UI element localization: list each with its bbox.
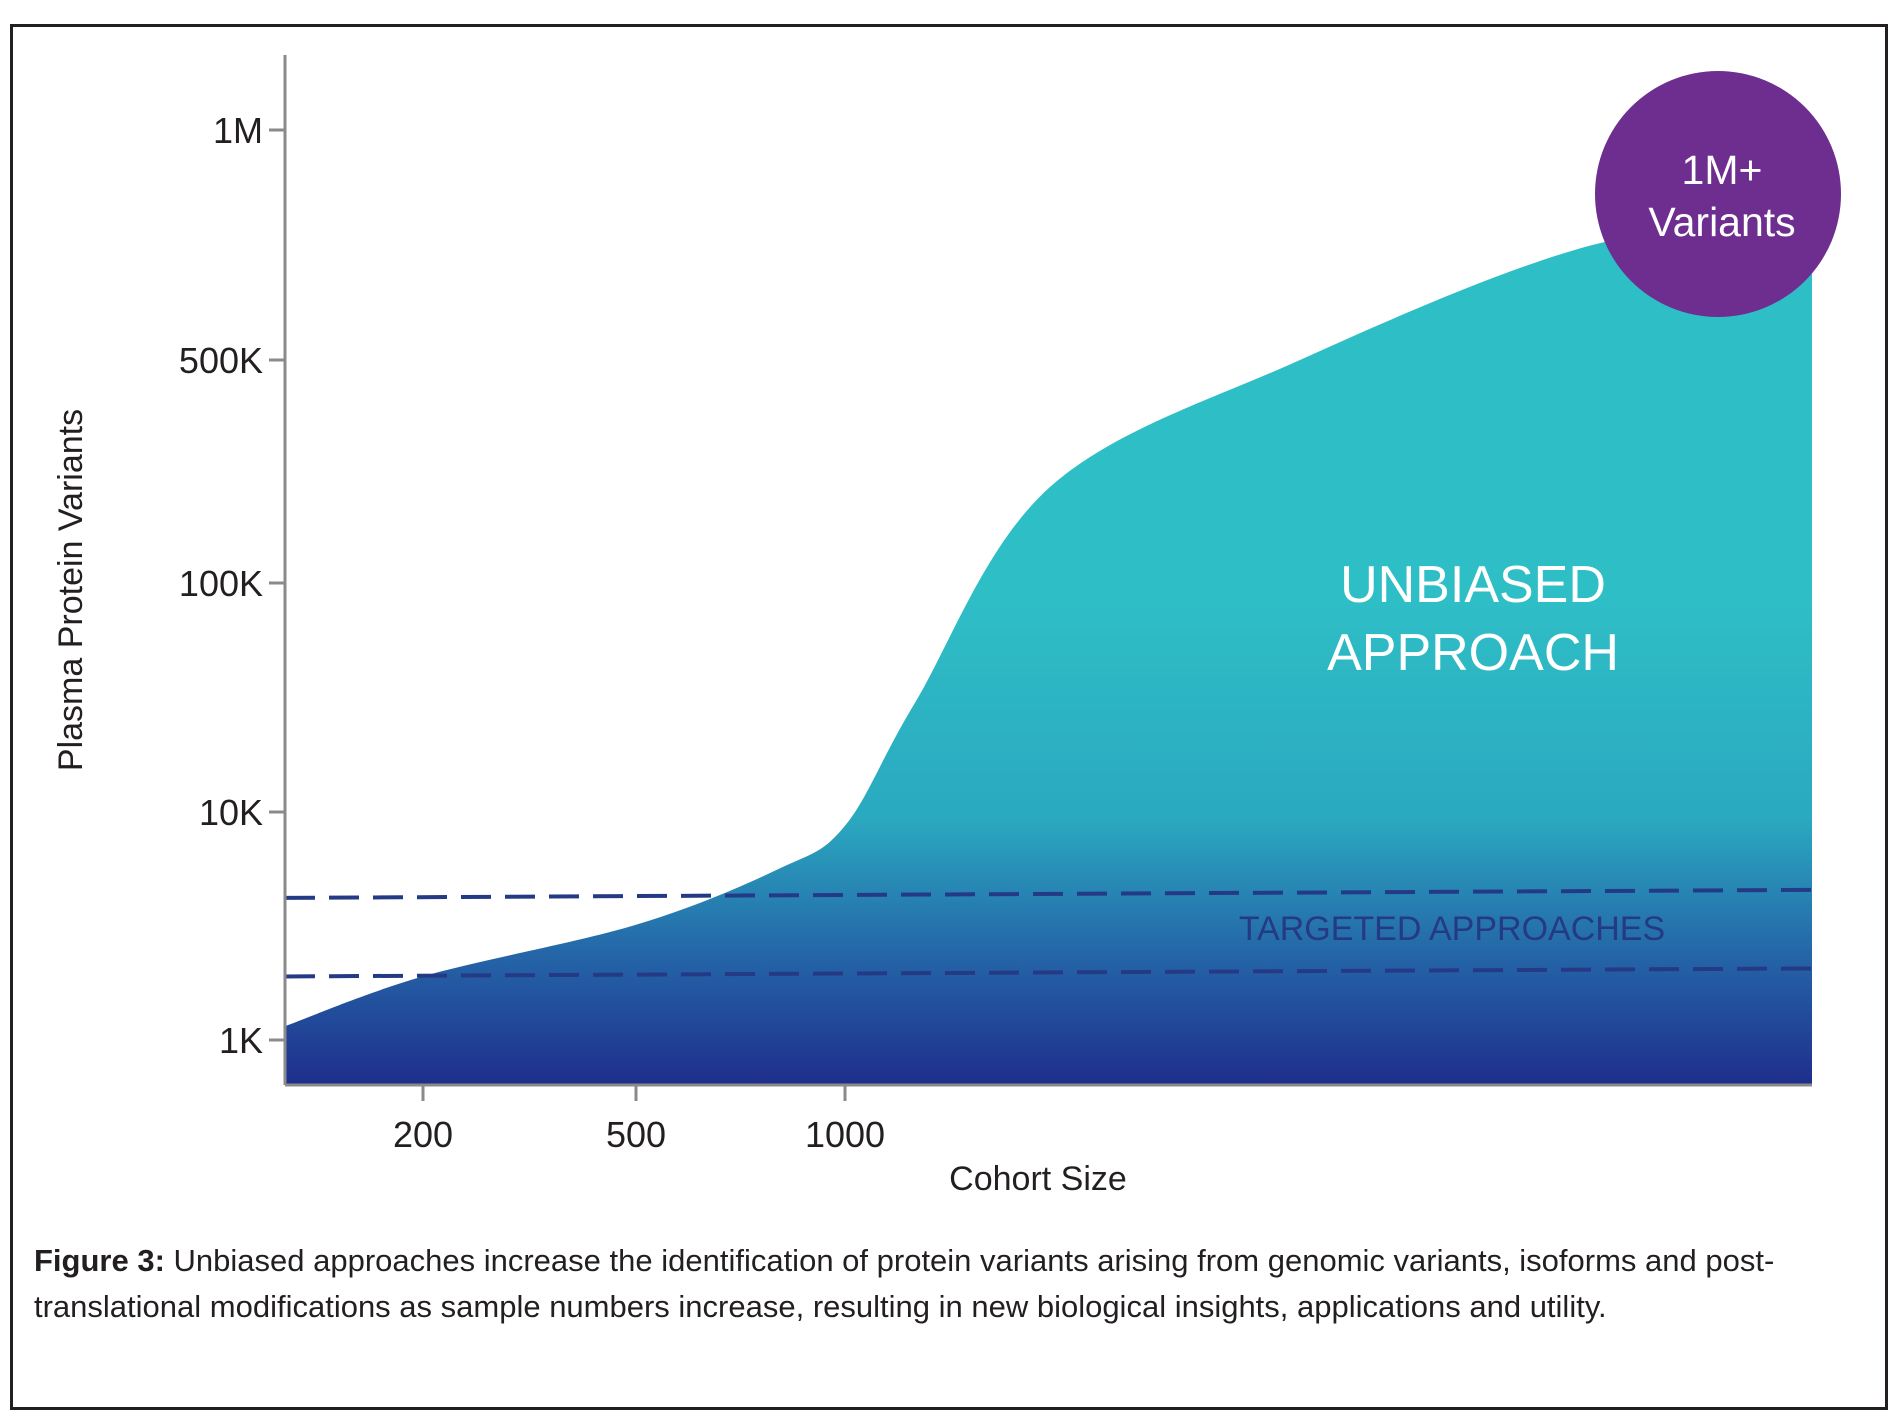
- unbiased-label-line-1: UNBIASED: [1340, 556, 1606, 614]
- unbiased-approach-area: [285, 212, 1812, 1085]
- x-tick-label: 200: [393, 1114, 453, 1155]
- unbiased-label-line-2: APPROACH: [1327, 624, 1619, 682]
- badge-line-2: Variants: [1648, 199, 1795, 245]
- y-tick-label: 500K: [179, 340, 263, 381]
- figure-frame: [10, 24, 1888, 1410]
- caption-text: Unbiased approaches increase the identif…: [34, 1243, 1775, 1324]
- y-tick-label: 1M: [213, 110, 263, 151]
- targeted-lower-dashed-line: [284, 966, 1813, 979]
- x-tick-label: 1000: [805, 1114, 885, 1155]
- chart: 1M 500K 100K 10K 1K 200 500 1000 Plasma Protei…: [52, 55, 1841, 1198]
- targeted-upper-dashed-line: [284, 887, 1813, 900]
- y-tick-label: 1K: [219, 1020, 263, 1061]
- badge-line-1: 1M+: [1682, 147, 1763, 193]
- variants-badge: [1595, 71, 1841, 317]
- y-axis-title: Plasma Protein Variants: [52, 409, 90, 771]
- x-axis-title: Cohort Size: [949, 1160, 1127, 1198]
- caption-label: Figure 3:: [34, 1243, 165, 1278]
- figure-caption: Figure 3: Unbiased approaches increase t…: [34, 1238, 1844, 1330]
- x-tick-label: 500: [606, 1114, 666, 1155]
- y-tick-label: 100K: [179, 563, 263, 604]
- y-tick-label: 10K: [199, 792, 263, 833]
- x-ticks: 200 500 1000: [393, 1085, 885, 1155]
- y-ticks: 1M 500K 100K 10K 1K: [179, 110, 285, 1061]
- targeted-approaches-label: TARGETED APPROACHES: [1239, 910, 1665, 948]
